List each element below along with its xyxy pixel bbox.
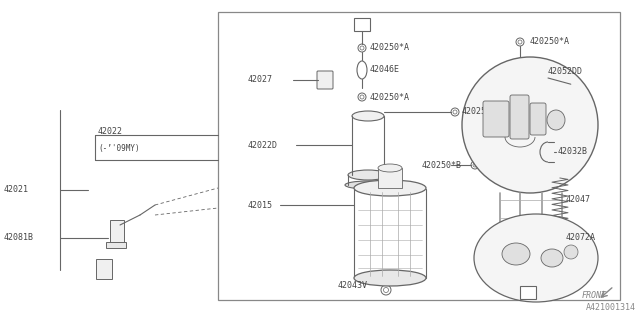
Bar	[96, 259, 112, 279]
Text: 420250*A: 420250*A	[370, 92, 410, 101]
Ellipse shape	[474, 214, 598, 302]
Text: 42072A: 42072A	[566, 234, 596, 243]
Text: (-’'09MY): (-’'09MY)	[98, 143, 140, 153]
Text: 420250*A: 420250*A	[462, 108, 502, 116]
Text: 42027: 42027	[248, 76, 273, 84]
Text: 42021: 42021	[4, 186, 29, 195]
Text: 42032B: 42032B	[558, 148, 588, 156]
Text: 420250*A: 420250*A	[370, 44, 410, 52]
Ellipse shape	[378, 164, 402, 172]
Text: 42047: 42047	[566, 196, 591, 204]
Text: A: A	[360, 20, 365, 29]
Text: 42022D: 42022D	[248, 140, 278, 149]
Bar	[106, 242, 126, 248]
Bar	[110, 220, 124, 242]
Circle shape	[462, 57, 598, 193]
Ellipse shape	[541, 249, 563, 267]
Bar	[378, 168, 402, 188]
FancyBboxPatch shape	[317, 71, 333, 89]
FancyBboxPatch shape	[483, 101, 509, 137]
Ellipse shape	[345, 181, 391, 189]
Text: A421001314: A421001314	[586, 303, 636, 312]
Text: 420250*B: 420250*B	[422, 161, 462, 170]
Text: 420250*A: 420250*A	[530, 37, 570, 46]
Text: 42043V: 42043V	[338, 281, 368, 290]
Circle shape	[564, 245, 578, 259]
Text: A: A	[525, 288, 531, 297]
FancyBboxPatch shape	[354, 18, 370, 31]
Ellipse shape	[354, 180, 426, 196]
Ellipse shape	[547, 110, 565, 130]
FancyBboxPatch shape	[520, 286, 536, 299]
Ellipse shape	[348, 170, 388, 180]
Text: 42022: 42022	[98, 127, 123, 137]
Text: 42081B: 42081B	[4, 234, 34, 243]
Ellipse shape	[354, 270, 426, 286]
FancyBboxPatch shape	[510, 95, 529, 139]
Text: FRONT: FRONT	[582, 292, 607, 300]
Text: 42015: 42015	[248, 201, 273, 210]
Ellipse shape	[352, 111, 384, 121]
Text: 42052DD: 42052DD	[548, 68, 583, 76]
Text: 42046E: 42046E	[370, 66, 400, 75]
Bar	[218, 12, 620, 300]
Ellipse shape	[502, 243, 530, 265]
FancyBboxPatch shape	[530, 103, 546, 135]
